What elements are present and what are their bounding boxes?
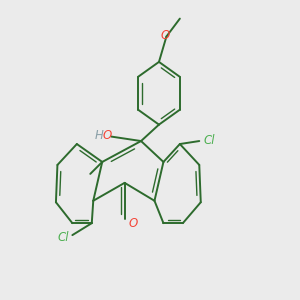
- Text: H: H: [94, 130, 103, 142]
- Text: Cl: Cl: [57, 231, 69, 244]
- Text: O: O: [102, 130, 112, 142]
- Text: O: O: [160, 28, 170, 41]
- Text: Cl: Cl: [203, 134, 214, 147]
- Text: O: O: [128, 217, 138, 230]
